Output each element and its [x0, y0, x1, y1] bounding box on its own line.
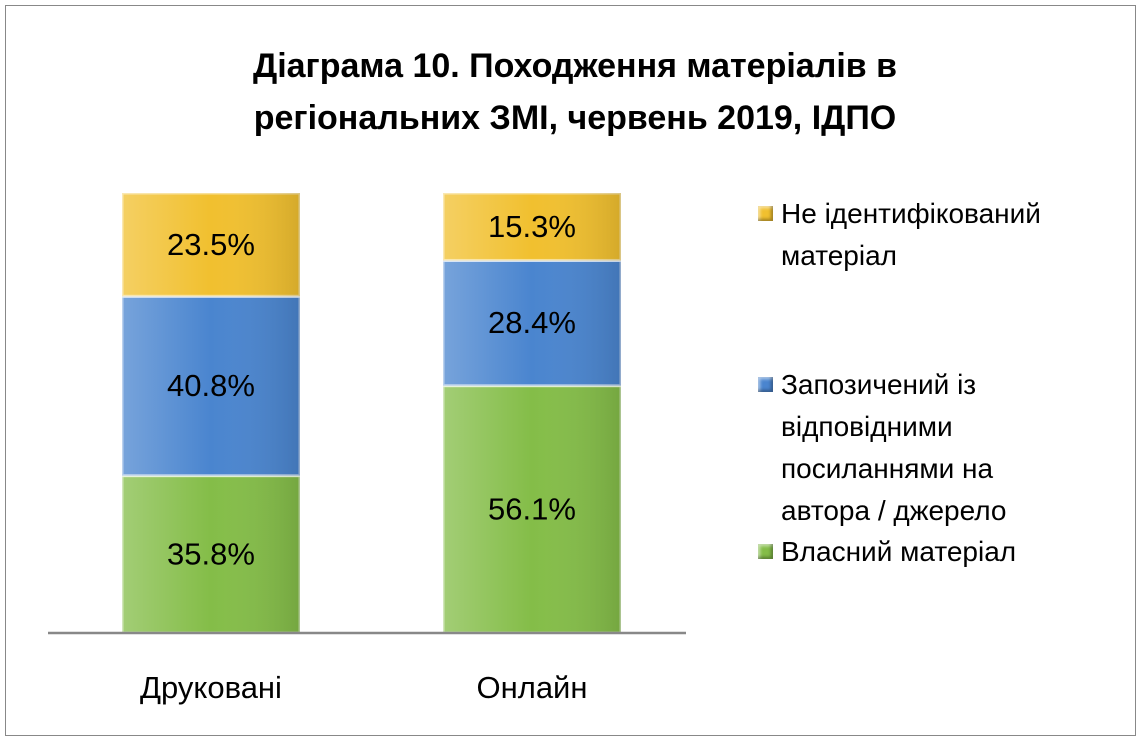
chart-border: [5, 5, 1136, 736]
chart-title: Діаграма 10. Походження матеріалів в рег…: [252, 47, 898, 137]
x-tick-label: Друковані: [140, 670, 282, 705]
legend-item: Не ідентифікований матеріал: [758, 193, 1051, 277]
bar-shading: [122, 193, 300, 297]
legend-label: Власний матеріал: [781, 536, 1017, 567]
legend-swatch: [758, 544, 773, 559]
value-label: 28.4%: [488, 305, 576, 340]
bar-shading: [122, 296, 300, 476]
x-tick-label: Онлайн: [477, 670, 588, 705]
bar-shading: [443, 385, 621, 633]
value-label: 35.8%: [167, 537, 255, 572]
legend-label: Не ідентифікований матеріал: [781, 198, 1041, 271]
value-label: 40.8%: [167, 368, 255, 403]
legend-label: Запозичений із відповідними посиланнями …: [781, 369, 1007, 526]
bar-shading: [122, 475, 300, 633]
value-label: 56.1%: [488, 492, 576, 527]
legend-swatch: [758, 377, 773, 392]
bar-shading: [443, 260, 621, 386]
bar-shading: [443, 193, 621, 261]
value-label: 23.5%: [167, 227, 255, 262]
legend-item: Запозичений із відповідними посиланнями …: [758, 364, 1051, 532]
value-label: 15.3%: [488, 209, 576, 244]
legend-swatch: [758, 206, 773, 221]
legend-item: Власний матеріал: [758, 531, 1051, 573]
